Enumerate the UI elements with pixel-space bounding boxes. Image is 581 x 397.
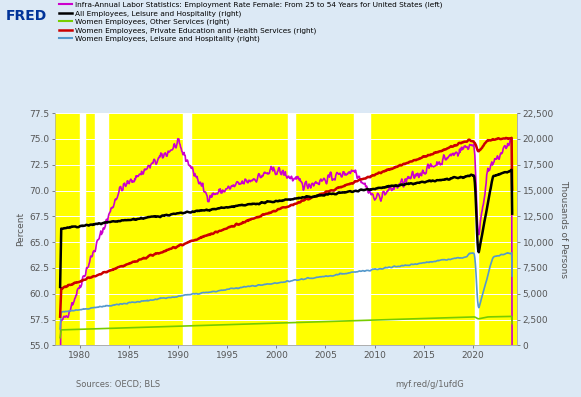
Bar — [80, 113, 85, 345]
Text: FRED: FRED — [6, 9, 47, 23]
Bar — [183, 113, 191, 345]
Bar — [95, 113, 108, 345]
Legend: Infra-Annual Labor Statistics: Employment Rate Female: From 25 to 54 Years for U: Infra-Annual Labor Statistics: Employmen… — [59, 2, 443, 42]
Y-axis label: Thousands of Persons: Thousands of Persons — [559, 180, 568, 278]
Bar — [288, 113, 295, 345]
Y-axis label: Percent: Percent — [16, 212, 26, 246]
Text: myf.red/g/1ufdG: myf.red/g/1ufdG — [395, 380, 464, 389]
Bar — [354, 113, 370, 345]
Bar — [475, 113, 478, 345]
Text: Sources: OECD; BLS: Sources: OECD; BLS — [76, 380, 160, 389]
